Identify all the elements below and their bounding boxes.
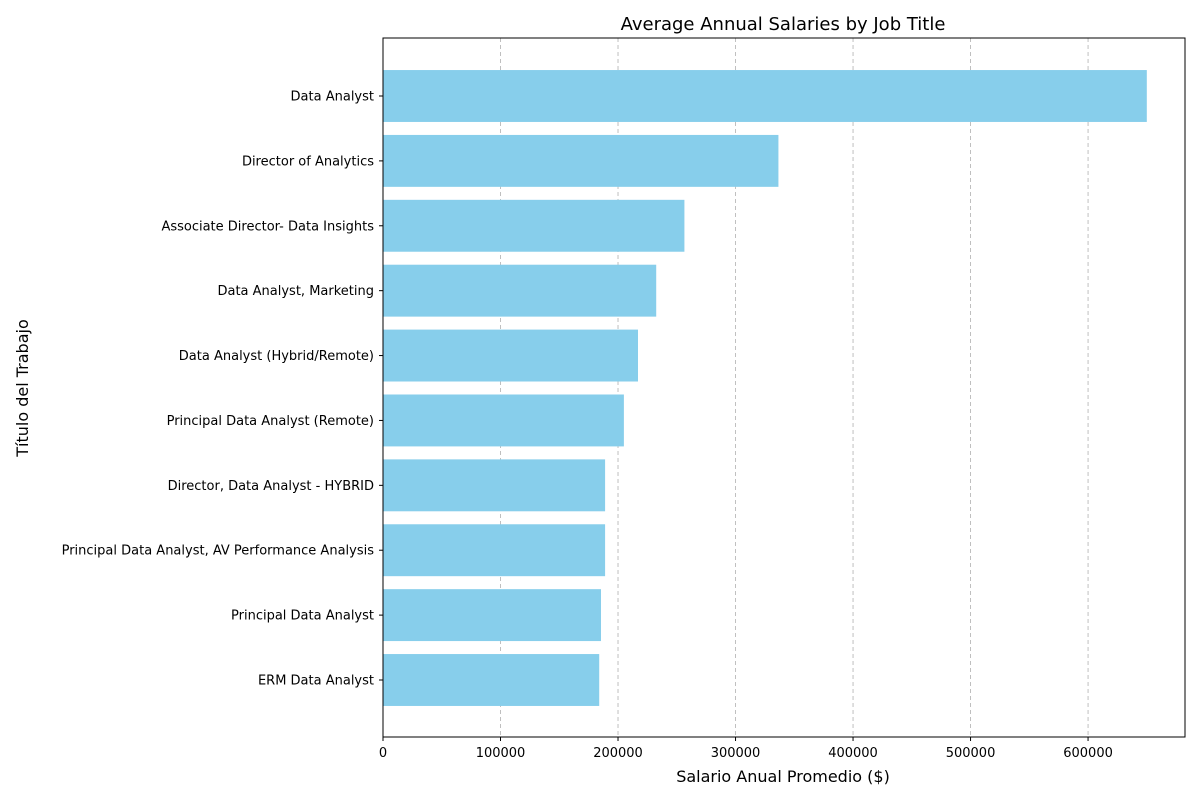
axes: [379, 37, 1186, 741]
bar-4: [383, 329, 638, 382]
y-axis-title: Título del Trabajo: [13, 319, 32, 457]
y-tick-label: Director, Data Analyst - HYBRID: [168, 479, 374, 494]
y-tick-label: Director of Analytics: [242, 154, 374, 169]
x-tick-label: 400000: [828, 746, 878, 761]
y-tick-label: Data Analyst (Hybrid/Remote): [179, 349, 374, 364]
x-tick-labels: 0 100000 200000 300000 400000 500000 600000: [379, 746, 1113, 761]
y-tick-label: Data Analyst: [291, 90, 374, 105]
chart-title: Average Annual Salaries by Job Title: [621, 14, 946, 35]
x-tick-label: 100000: [476, 746, 526, 761]
bar-8: [383, 589, 601, 642]
y-tick-label: Principal Data Analyst (Remote): [167, 414, 374, 429]
bar-9: [383, 654, 600, 706]
x-tick-label: 0: [379, 746, 387, 761]
y-tick-label: Principal Data Analyst, AV Performance A…: [62, 544, 375, 559]
y-tick-label: Associate Director- Data Insights: [161, 219, 374, 234]
x-axis-title: Salario Anual Promedio ($): [676, 767, 890, 786]
bar-7: [383, 524, 606, 577]
bar-5: [383, 394, 624, 447]
y-tick-labels: Data Analyst Director of Analytics Associa…: [62, 90, 375, 689]
y-tick-label: ERM Data Analyst: [258, 674, 374, 689]
bar-6: [383, 459, 606, 512]
bar-2: [383, 199, 685, 252]
bar-0: [383, 70, 1147, 122]
bar-3: [383, 264, 657, 317]
bars: [383, 70, 1147, 706]
plot-frame: [382, 37, 1186, 738]
x-tick-label: 300000: [711, 746, 761, 761]
x-tick-label: 500000: [946, 746, 996, 761]
x-tick-label: 600000: [1063, 746, 1113, 761]
x-tick-label: 200000: [593, 746, 643, 761]
y-tick-label: Data Analyst, Marketing: [217, 284, 374, 299]
bar-1: [383, 134, 779, 187]
y-tick-label: Principal Data Analyst: [231, 609, 374, 624]
